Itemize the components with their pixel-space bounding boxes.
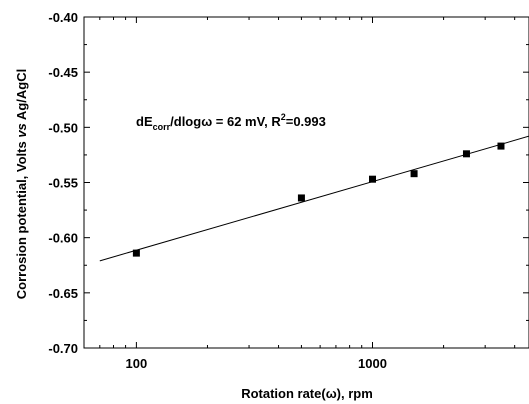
fit-line — [99, 135, 529, 262]
data-point — [297, 194, 305, 202]
slope-annotation: dEcorr/dlogω = 62 mV, R2=0.993 — [136, 112, 326, 132]
x-axis-label: Rotation rate(ω), rpm — [241, 386, 373, 401]
data-point — [497, 142, 505, 150]
data-point — [369, 175, 377, 183]
y-tick-label: -0.50 — [48, 120, 78, 135]
tick-labels: -0.40 -0.45 -0.50 -0.55 -0.60 -0.65 -0.70 100 10… — [48, 10, 387, 371]
y-tick-label: -0.60 — [48, 231, 78, 246]
x-tick-label: 100 — [126, 356, 148, 371]
y-tick-label: -0.40 — [48, 10, 78, 25]
plot-frame — [83, 16, 529, 349]
y-tick-label: -0.65 — [48, 286, 78, 301]
y-tick-label: -0.45 — [48, 65, 78, 80]
y-tick-label: -0.55 — [48, 176, 78, 191]
axis-ticks — [84, 16, 529, 349]
data-points — [132, 142, 505, 257]
y-axis-label: Corrosion potential, Volts vs Ag/AgCl — [14, 69, 29, 299]
data-point — [132, 249, 140, 257]
data-point — [462, 150, 470, 158]
data-point — [410, 170, 418, 178]
x-tick-label: 1000 — [358, 356, 387, 371]
y-tick-label: -0.70 — [48, 341, 78, 356]
